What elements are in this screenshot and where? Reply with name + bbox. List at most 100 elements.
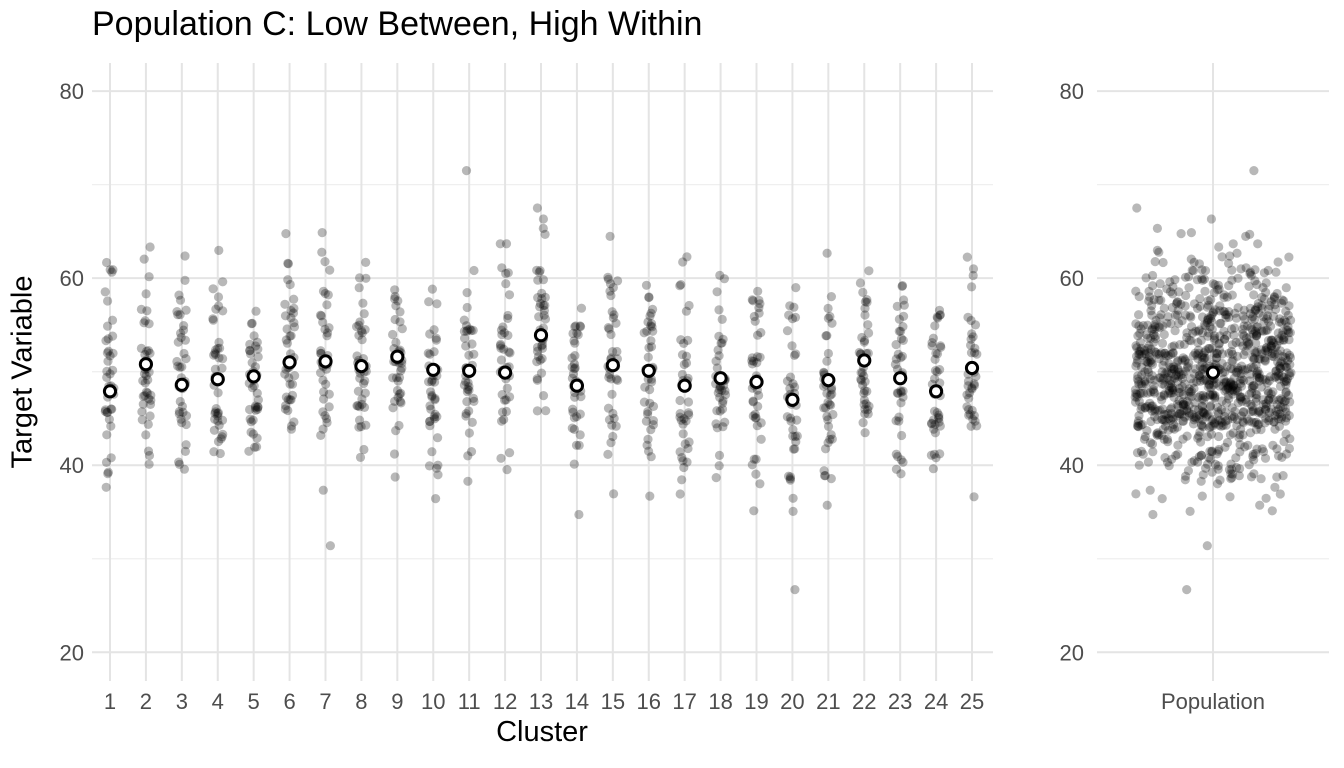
- data-point: [1156, 295, 1166, 305]
- data-point: [173, 361, 183, 371]
- data-point: [1214, 345, 1225, 355]
- data-point: [1281, 388, 1291, 398]
- data-point: [285, 331, 295, 341]
- data-point: [1250, 314, 1260, 324]
- data-point: [611, 374, 622, 384]
- data-point: [217, 432, 227, 442]
- data-point: [425, 349, 435, 359]
- data-point: [603, 449, 613, 459]
- data-point: [248, 415, 258, 425]
- data-point: [570, 363, 580, 373]
- data-point: [1245, 309, 1255, 319]
- data-point: [141, 371, 151, 381]
- data-point: [646, 321, 656, 331]
- data-point: [320, 324, 330, 334]
- data-point: [1258, 283, 1268, 293]
- data-point: [1163, 409, 1173, 419]
- data-point: [388, 329, 398, 340]
- data-point: [1274, 317, 1284, 327]
- data-point: [683, 335, 693, 345]
- data-point: [747, 359, 758, 369]
- data-point: [1210, 459, 1221, 469]
- data-point: [252, 388, 262, 398]
- data-point: [1208, 414, 1218, 424]
- data-point: [1246, 472, 1257, 482]
- data-point: [172, 307, 182, 317]
- data-point: [1283, 322, 1293, 332]
- data-point: [1208, 308, 1218, 318]
- data-point: [105, 351, 115, 361]
- data-point: [826, 385, 837, 395]
- data-point: [1186, 254, 1196, 264]
- data-point: [1147, 371, 1157, 381]
- data-point: [1265, 372, 1275, 382]
- data-point: [1191, 326, 1201, 336]
- data-point: [1140, 377, 1150, 387]
- data-point: [755, 479, 765, 489]
- data-point: [214, 337, 224, 347]
- data-point: [1232, 248, 1242, 258]
- data-point: [251, 405, 261, 415]
- data-point: [1245, 332, 1255, 342]
- data-point: [605, 231, 615, 241]
- data-point: [1285, 371, 1295, 381]
- data-point: [1215, 331, 1225, 341]
- data-point: [747, 460, 757, 470]
- data-point: [1154, 322, 1164, 332]
- data-point: [1166, 383, 1177, 393]
- data-point: [1147, 359, 1158, 369]
- data-point: [1173, 440, 1183, 450]
- data-point: [1148, 447, 1158, 457]
- data-point: [1257, 292, 1267, 302]
- data-point: [1167, 454, 1177, 464]
- data-point: [1275, 363, 1286, 373]
- data-point: [1256, 345, 1266, 355]
- data-point: [1237, 361, 1247, 371]
- data-point: [1146, 401, 1156, 411]
- data-point: [1221, 416, 1231, 426]
- data-point: [716, 338, 726, 348]
- data-point: [1254, 406, 1264, 416]
- data-point: [1238, 407, 1248, 417]
- data-point: [1149, 295, 1159, 305]
- data-point: [969, 380, 980, 391]
- data-point: [1251, 417, 1261, 427]
- data-point: [1162, 373, 1173, 383]
- data-point: [288, 308, 299, 318]
- data-point: [1233, 398, 1243, 408]
- data-point: [1166, 415, 1176, 425]
- data-point: [823, 303, 833, 313]
- data-point: [606, 290, 616, 301]
- data-point: [1172, 297, 1182, 307]
- data-point: [286, 313, 296, 323]
- data-point: [1208, 307, 1219, 317]
- data-point: [1163, 425, 1174, 435]
- data-point: [892, 301, 902, 311]
- data-point: [1210, 280, 1220, 290]
- data-point: [1169, 364, 1179, 374]
- y-tick-label-population: 60: [1060, 266, 1084, 291]
- y-tick-label-main: 60: [60, 266, 84, 291]
- x-tick-label: 7: [319, 689, 331, 714]
- data-point: [1130, 385, 1141, 395]
- data-point: [176, 332, 186, 343]
- data-point: [1261, 401, 1271, 411]
- data-point: [1133, 421, 1143, 431]
- data-point: [968, 332, 978, 342]
- data-point: [1140, 367, 1150, 377]
- data-point: [1277, 452, 1287, 462]
- data-point: [1283, 325, 1293, 336]
- data-point: [608, 347, 618, 357]
- data-point: [1202, 410, 1212, 420]
- data-point: [1132, 351, 1142, 361]
- data-point: [1198, 421, 1208, 432]
- data-point: [360, 388, 370, 398]
- data-point: [896, 387, 906, 397]
- data-point: [1157, 430, 1167, 441]
- data-point: [102, 348, 112, 358]
- data-point: [1154, 373, 1164, 383]
- data-point: [1285, 328, 1295, 338]
- data-point: [1197, 415, 1208, 425]
- data-point: [603, 274, 614, 284]
- data-point: [427, 447, 437, 457]
